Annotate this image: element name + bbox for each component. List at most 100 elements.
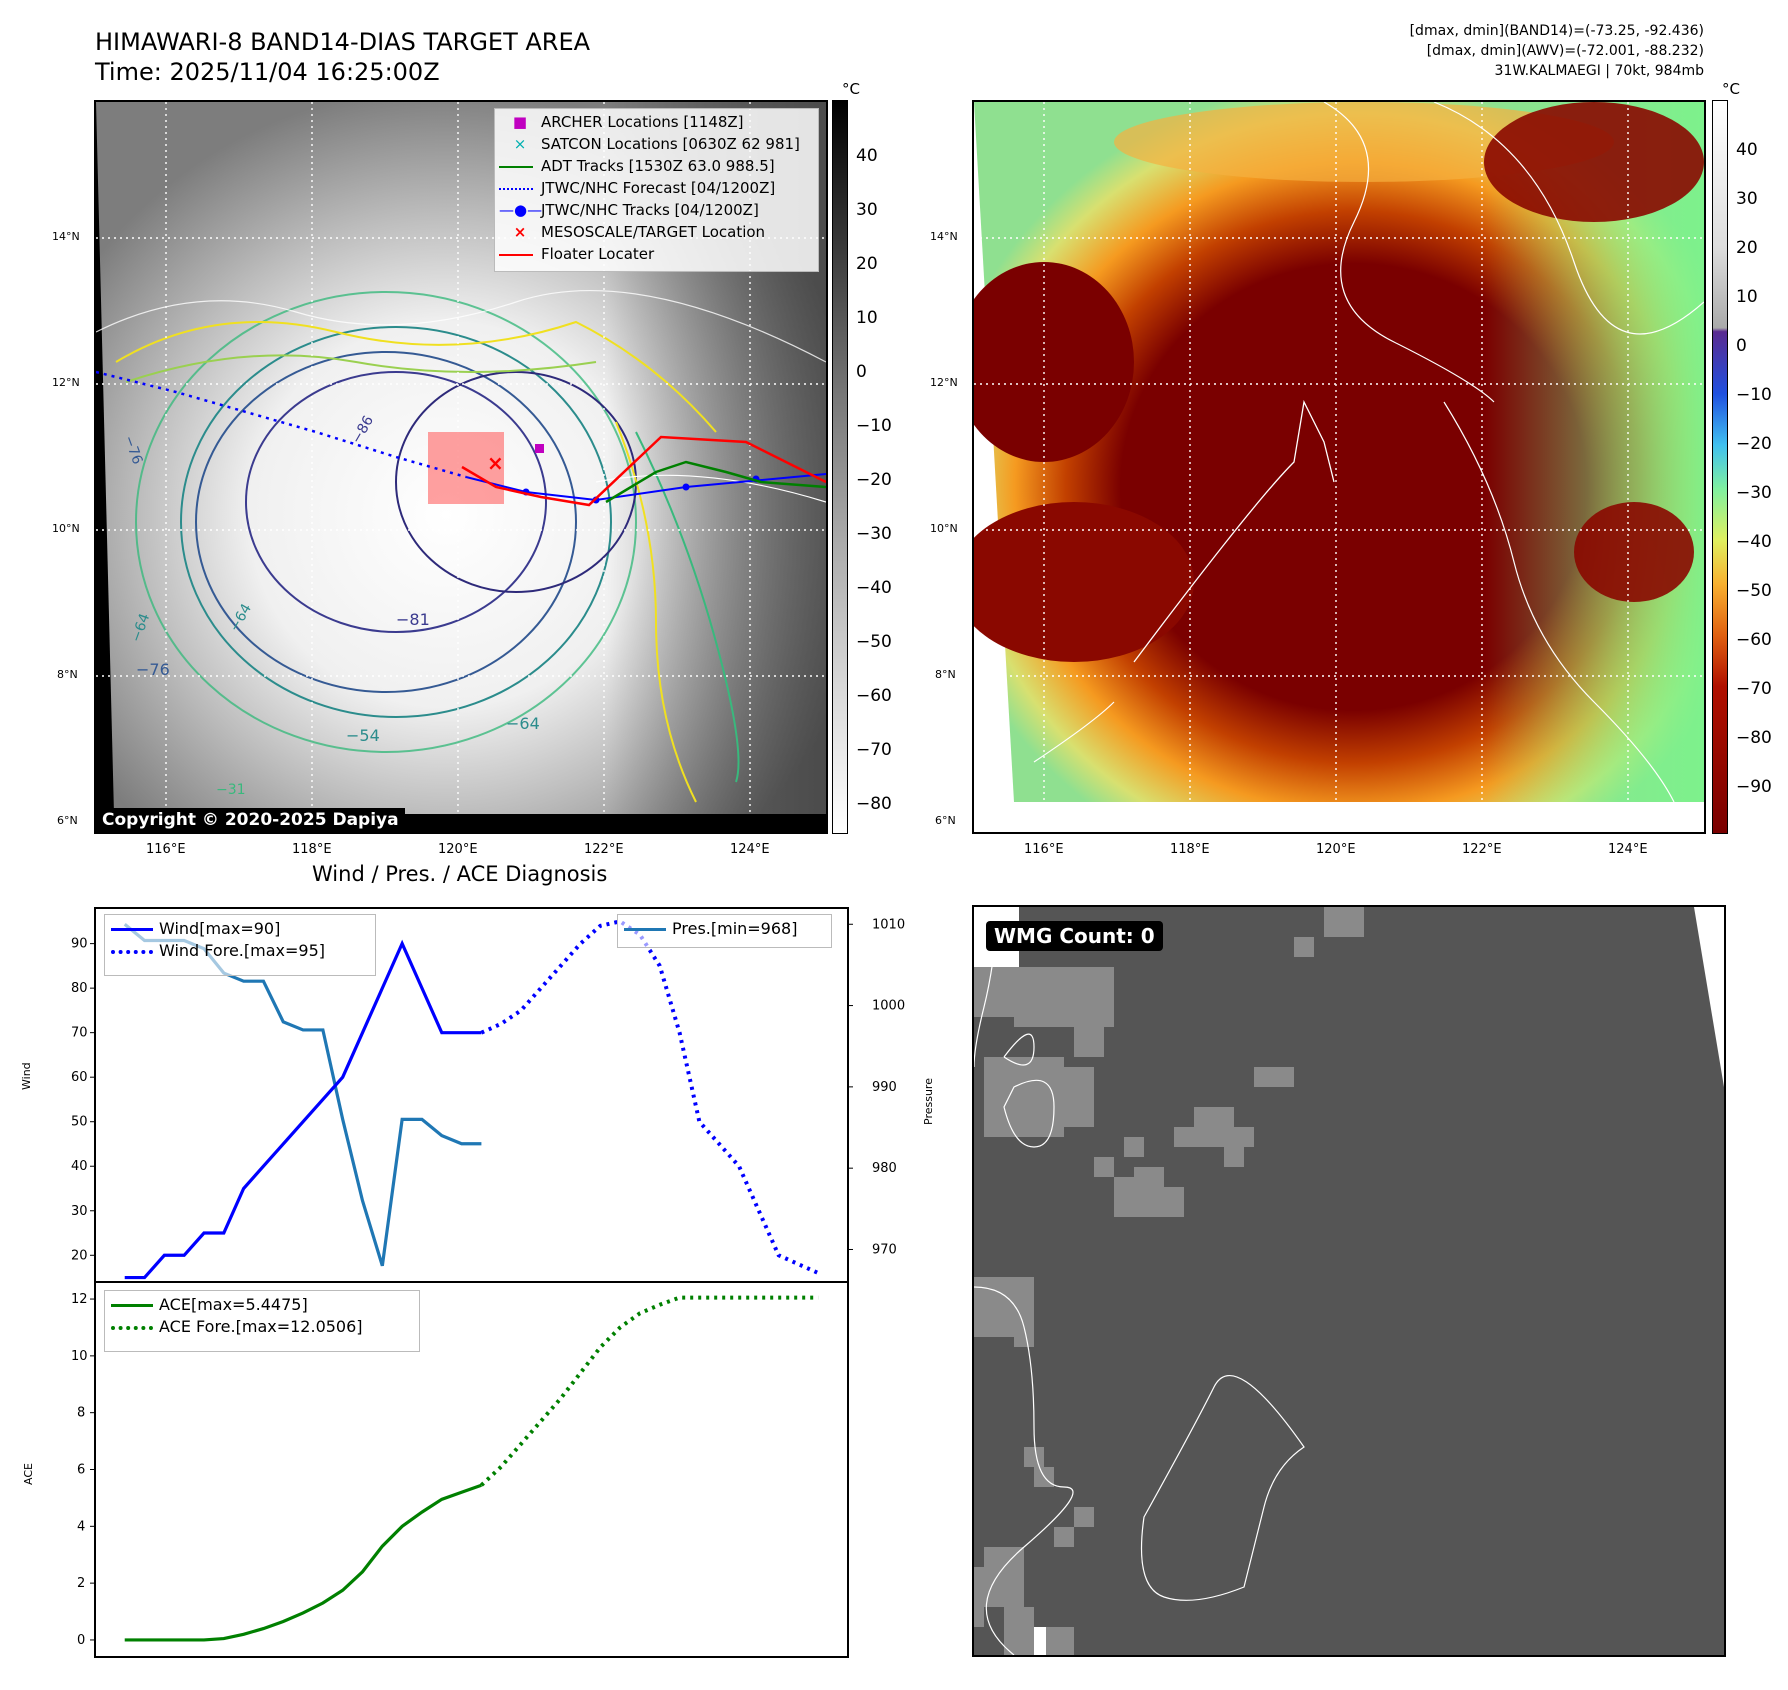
diagnosis-title: Wind / Pres. / ACE Diagnosis [312, 862, 608, 886]
lon-tick: 118°E [1170, 842, 1210, 857]
ace-tick-label: 6 [77, 1463, 85, 1478]
lat-tick: 12°N [52, 376, 80, 389]
legend-item: ■ ARCHER Locations [1148Z] [512, 113, 744, 131]
wv-colorbar [1712, 100, 1728, 834]
wind-tick-label: 50 [71, 1115, 88, 1130]
pressure-tick-label: 1010 [872, 917, 905, 932]
svg-text:×: × [487, 451, 504, 475]
wv-map-image [974, 102, 1704, 832]
lat-tick: 14°N [930, 230, 958, 243]
lat-tick: 6°N [935, 814, 956, 827]
ace-legend: ACE[max=5.4475] ACE Fore.[max=12.0506] [104, 1290, 420, 1352]
ace-tick-label: 0 [77, 1633, 85, 1648]
pressure-legend: Pres.[min=968] [617, 914, 832, 948]
wind-tick-label: 90 [71, 937, 88, 952]
legend-item: Floater Locater [499, 243, 814, 265]
lat-tick: 14°N [52, 230, 80, 243]
wind-tick-label: 20 [71, 1248, 88, 1263]
lat-tick: 10°N [52, 522, 80, 535]
colorbar-tick: −60 [1736, 630, 1772, 650]
pressure-tick-label: 990 [872, 1080, 897, 1095]
ir-map-panel: × Copyright © 2020-2025 Dapiya −81 −76 −… [94, 100, 828, 834]
legend-item: Wind Fore.[max=95] [111, 940, 369, 962]
colorbar-tick: 20 [856, 254, 878, 274]
legend-item: × SATCON Locations [0630Z 62 981] [513, 135, 800, 153]
contour-label: −81 [396, 610, 430, 629]
wind-tick-label: 30 [71, 1204, 88, 1219]
colorbar-tick: 10 [1736, 287, 1758, 307]
colorbar-tick: 40 [856, 146, 878, 166]
wind-line [124, 939, 482, 1280]
ace-forecast-line [480, 1295, 819, 1487]
colorbar-tick: −90 [1736, 777, 1772, 797]
info-line3: 31W.KALMAEGI | 70kt, 984mb [1494, 63, 1704, 79]
colorbar-tick: −20 [1736, 434, 1772, 454]
wind-tick-label: 70 [71, 1026, 88, 1041]
colorbar-tick: 40 [1736, 140, 1758, 160]
pressure-tick-label: 970 [872, 1242, 897, 1257]
wmg-panel: WMG Count: 0 [972, 905, 1726, 1657]
contour-label: −54 [346, 726, 380, 745]
ir-colorbar-unit: °C [842, 80, 860, 98]
colorbar-tick: 0 [856, 362, 867, 382]
ir-map-image: × [96, 102, 826, 814]
colorbar-tick: −60 [856, 686, 892, 706]
colorbar-tick: 30 [856, 200, 878, 220]
legend-item: ACE Fore.[max=12.0506] [111, 1316, 413, 1338]
ace-tick-label: 4 [77, 1519, 85, 1534]
colorbar-tick: −70 [856, 740, 892, 760]
info-line2: [dmax, dmin](AWV)=(-72.001, -88.232) [1426, 43, 1704, 59]
legend-item: ADT Tracks [1530Z 63.0 988.5] [499, 155, 814, 177]
legend-item: Wind[max=90] [111, 918, 369, 940]
map-legend: ■ ARCHER Locations [1148Z] × SATCON Locati… [494, 108, 819, 272]
ace-tick-label: 12 [71, 1292, 88, 1307]
colorbar-tick: −10 [856, 416, 892, 436]
wind-legend: Wind[max=90] Wind Fore.[max=95] [104, 914, 376, 976]
colorbar-tick: −80 [1736, 728, 1772, 748]
colorbar-tick: −30 [856, 524, 892, 544]
pressure-tick-label: 980 [872, 1161, 897, 1176]
wmg-count-badge: WMG Count: 0 [986, 921, 1163, 951]
lon-tick: 116°E [1024, 842, 1064, 857]
lat-tick: 8°N [935, 668, 956, 681]
lon-tick: 116°E [146, 842, 186, 857]
wind-tick-label: 60 [71, 1070, 88, 1085]
ace-tick-label: 10 [71, 1349, 88, 1364]
colorbar-tick: −10 [1736, 385, 1772, 405]
lon-tick: 124°E [1608, 842, 1648, 857]
contour-label: −64 [506, 714, 540, 733]
lat-tick: 10°N [930, 522, 958, 535]
colorbar-tick: 20 [1736, 238, 1758, 258]
colorbar-tick: −80 [856, 794, 892, 814]
legend-item: JTWC/NHC Forecast [04/1200Z] [499, 177, 814, 199]
lon-tick: 122°E [1462, 842, 1502, 857]
contour-label: −76 [136, 660, 170, 679]
colorbar-tick: −50 [856, 632, 892, 652]
wind-tick-label: 80 [71, 981, 88, 996]
wmg-image [974, 907, 1724, 1655]
colorbar-tick: −50 [1736, 581, 1772, 601]
chart-title-line1: HIMAWARI-8 BAND14-DIAS TARGET AREA [95, 28, 591, 56]
lon-tick: 124°E [730, 842, 770, 857]
legend-item: ACE[max=5.4475] [111, 1294, 413, 1316]
wv-map-panel [972, 100, 1706, 834]
colorbar-tick: −30 [1736, 483, 1772, 503]
info-line1: [dmax, dmin](BAND14)=(-73.25, -92.436) [1409, 23, 1704, 39]
chart-title-line2: Time: 2025/11/04 16:25:00Z [95, 58, 440, 86]
ir-colorbar [832, 100, 848, 834]
colorbar-tick: −40 [1736, 532, 1772, 552]
wind-forecast-line [480, 919, 820, 1275]
lat-tick: 6°N [57, 814, 78, 827]
ace-line [124, 1483, 482, 1642]
lon-tick: 120°E [438, 842, 478, 857]
colorbar-tick: −70 [1736, 679, 1772, 699]
lat-tick: 8°N [57, 668, 78, 681]
colorbar-tick: −20 [856, 470, 892, 490]
wv-colorbar-unit: °C [1722, 80, 1740, 98]
colorbar-tick: −40 [856, 578, 892, 598]
legend-item: × MESOSCALE/TARGET Location [513, 223, 766, 241]
lon-tick: 118°E [292, 842, 332, 857]
legend-item: —●—JTWC/NHC Tracks [04/1200Z] [499, 201, 759, 219]
lon-tick: 122°E [584, 842, 624, 857]
